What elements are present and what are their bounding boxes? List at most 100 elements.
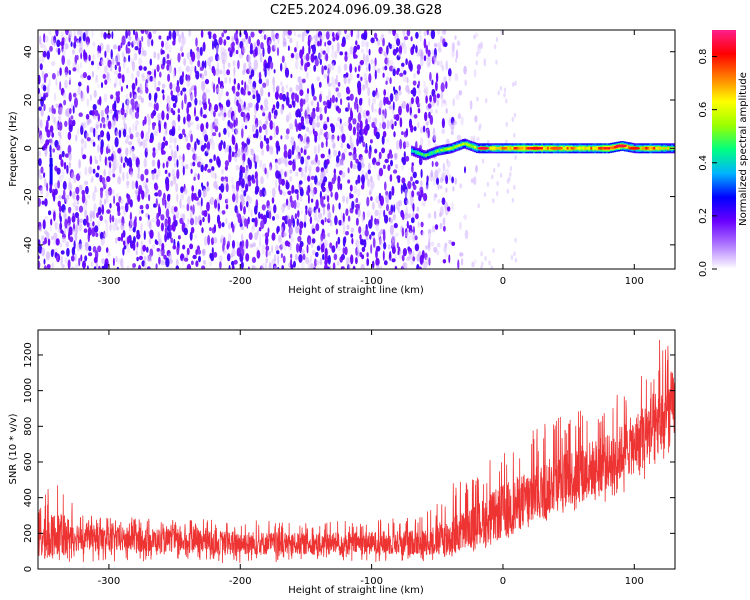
spectrogram-cell	[311, 238, 316, 244]
spectrogram-cell	[323, 73, 328, 79]
spectrogram-cell	[75, 186, 80, 195]
spectrogram-cell	[118, 65, 121, 73]
spectrogram-cell	[308, 238, 312, 245]
spectrogram-cell	[48, 30, 52, 36]
spectrogram-cell	[435, 109, 438, 114]
spectrogram-cell	[183, 257, 189, 262]
spectrogram-cell	[305, 159, 309, 166]
spectrogram-cell	[161, 196, 165, 206]
spectrogram-cell	[122, 162, 126, 168]
spectrogram-cell	[166, 53, 170, 59]
spectrogram-cell	[444, 252, 448, 259]
spectrogram-cell	[451, 49, 455, 58]
spectrogram-cell	[138, 209, 142, 215]
spectrogram-cell	[189, 217, 195, 226]
spectrogram-cell	[132, 122, 135, 133]
spectrogram-cell	[55, 30, 59, 37]
spectrogram-cell	[290, 200, 295, 209]
snr-x-tick-label: 100	[625, 576, 644, 587]
spectrogram-cell	[401, 62, 405, 68]
spectrogram-cell	[360, 184, 365, 190]
spectrogram-cell	[455, 57, 458, 63]
spectrogram-cell	[58, 205, 62, 213]
spectrogram-cell	[105, 224, 109, 235]
spectrogram-cell	[158, 206, 162, 217]
spectrogram-cell	[147, 37, 151, 48]
spectrogram-peak	[615, 144, 628, 148]
spectrogram-cell	[93, 256, 98, 264]
spectrogram-cell	[497, 90, 500, 96]
spectrogram-cell	[330, 219, 333, 227]
spectrogram-cell	[266, 68, 271, 76]
spectrogram-cell	[378, 107, 382, 116]
spectrogram-cell	[247, 91, 251, 96]
spectrogram-cell	[272, 104, 276, 111]
spectrogram-cell	[100, 82, 104, 89]
spectrogram-cell	[244, 106, 248, 112]
spectrogram-cell	[139, 89, 143, 95]
spectrogram-cell	[511, 197, 515, 203]
spectrogram-cell	[273, 131, 276, 139]
spectrogram-cell	[331, 50, 335, 59]
spectrogram-cell	[303, 172, 307, 182]
spectrogram-cell	[247, 54, 252, 63]
spectrogram-cell	[335, 97, 338, 103]
spectrogram-cell	[195, 70, 200, 80]
spectrogram-cell	[259, 159, 263, 168]
spectrogram-cell	[251, 86, 257, 95]
spectrogram-cell	[38, 239, 41, 246]
spectrogram-cell	[251, 178, 256, 184]
spectrogram-cell	[190, 65, 194, 71]
spectrogram-cell	[226, 253, 231, 262]
spectrogram-cell	[470, 178, 474, 184]
spectrogram-cell	[120, 42, 123, 49]
spectrogram-cell	[410, 124, 414, 133]
spectrogram-cell	[236, 241, 239, 248]
spectrogram-cell	[232, 224, 235, 233]
spectrogram-cell	[316, 260, 320, 266]
spectrogram-cell	[94, 155, 97, 161]
spectrogram-cell	[176, 159, 179, 168]
spectrogram-cell	[57, 47, 61, 56]
spectrogram-cell	[183, 227, 188, 236]
spectrogram-cell	[233, 68, 236, 78]
spectrogram-cell	[151, 244, 156, 249]
spectrogram-cell	[202, 96, 207, 105]
spectrogram-x-tick-label: -300	[98, 276, 121, 287]
spectrogram-cell	[218, 69, 223, 75]
spectrogram-cell	[84, 166, 88, 176]
spectrogram-cell	[46, 182, 49, 192]
spectrogram-cell	[249, 243, 254, 248]
spectrogram-cell	[412, 87, 417, 97]
spectrogram-cell	[288, 123, 294, 130]
spectrogram-cell	[427, 41, 431, 47]
spectrogram-cell	[63, 161, 67, 170]
spectrogram-cell	[365, 118, 368, 126]
spectrogram-cell	[237, 82, 241, 91]
spectrogram-cell	[215, 184, 219, 191]
spectrogram-cell	[276, 84, 280, 91]
spectrogram-cell	[325, 53, 329, 62]
spectrogram-cell	[375, 257, 380, 267]
colorbar-tick-label: 0.2	[698, 208, 709, 224]
spectrogram-cell	[93, 127, 96, 138]
spectrogram-cell	[180, 192, 185, 201]
spectrogram-cell	[483, 58, 486, 64]
spectrogram-cell	[42, 84, 47, 92]
spectrogram-cell	[281, 85, 285, 94]
spectrogram-cell	[245, 170, 248, 180]
spectrogram-cell	[394, 93, 399, 102]
spectrogram-cell	[80, 61, 83, 69]
spectrogram-cell	[119, 79, 122, 87]
spectrogram-cell	[405, 155, 410, 162]
spectrogram-cell	[254, 232, 258, 241]
spectrogram-cell	[75, 205, 79, 211]
spectrogram-cell	[410, 113, 415, 118]
spectrogram-cell	[280, 62, 283, 72]
spectrogram-cell	[271, 197, 275, 204]
spectrogram-cell	[147, 116, 151, 126]
spectrogram-cell	[254, 205, 258, 215]
spectrogram-cell	[306, 244, 309, 254]
spectrogram-cell	[212, 132, 217, 137]
spectrogram-cell	[331, 44, 335, 51]
